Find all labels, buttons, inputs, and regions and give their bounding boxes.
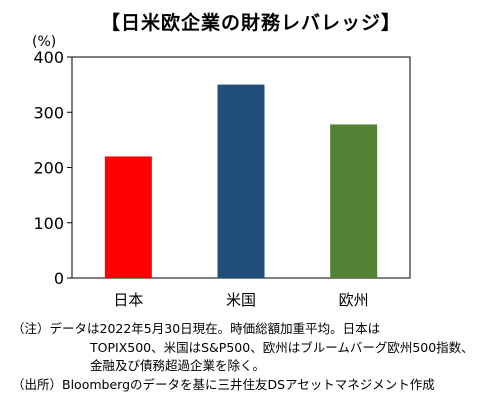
y-tick-label: 100 xyxy=(33,214,64,233)
y-tick-label: 300 xyxy=(33,103,64,122)
note-line-3: 金融及び債務超過企業を除く。 xyxy=(90,358,266,373)
note-line-2: TOPIX500、米国はS&P500、欧州はブルームバーグ欧州500指数、 xyxy=(90,339,474,355)
y-axis-unit-label: (%) xyxy=(32,34,57,50)
bar-chart: 0 100 200 300 400 日本 米国 欧州 xyxy=(33,48,411,309)
y-tick-label: 400 xyxy=(33,48,64,67)
chart-title: 【日米欧企業の財務レバレッジ】 xyxy=(100,12,401,34)
y-tick-label: 200 xyxy=(33,159,64,178)
x-category-label: 米国 xyxy=(226,291,256,309)
bar-1 xyxy=(104,156,152,278)
x-axis: 日本 米国 欧州 xyxy=(113,291,368,309)
y-axis: 0 100 200 300 400 xyxy=(33,48,72,288)
x-category-label: 日本 xyxy=(113,291,143,309)
bar-2 xyxy=(217,84,265,278)
note-line-1: （注）データは2022年5月30日現在。時価総額加重平均。日本は xyxy=(12,321,381,336)
bar-3 xyxy=(330,124,378,278)
source-line: （出所）Bloombergのデータを基に三井住友DSアセットマネジメント作成 xyxy=(12,376,435,392)
footnotes: （注）データは2022年5月30日現在。時価総額加重平均。日本は TOPIX50… xyxy=(12,320,500,394)
bars xyxy=(104,84,378,278)
y-tick-label: 0 xyxy=(54,269,64,288)
x-category-label: 欧州 xyxy=(339,291,369,309)
